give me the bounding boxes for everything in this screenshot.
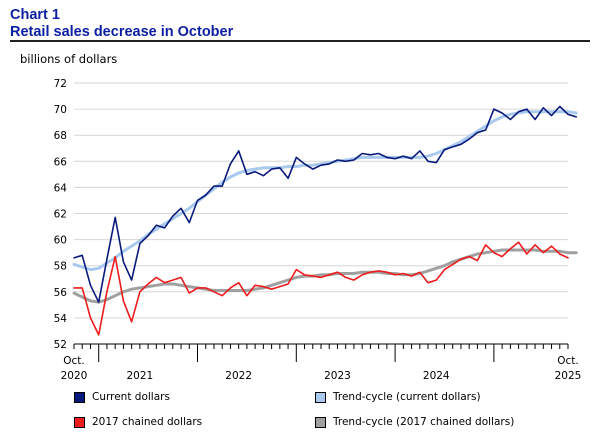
y-tick-label: 72 [54, 78, 67, 90]
y-tick-label: 52 [54, 339, 67, 351]
x-tick-label: 2023 [324, 370, 351, 382]
y-tick-label: 58 [54, 261, 67, 273]
legend-label-trend-current: Trend-cycle (current dollars) [333, 391, 481, 403]
x-tick-label: Oct. [63, 355, 85, 367]
legend-swatch-current [74, 391, 85, 403]
header-rule [10, 40, 590, 42]
y-tick-label: 60 [54, 235, 67, 247]
legend-label-trend-chained: Trend-cycle (2017 chained dollars) [333, 416, 515, 428]
y-tick-label: 68 [54, 130, 67, 142]
x-tick-label-sub: 2025 [555, 370, 582, 382]
legend-label-current: Current dollars [92, 391, 170, 403]
y-tick-label: 54 [54, 313, 68, 325]
y-tick-label: 62 [54, 209, 67, 221]
legend-swatch-trend-chained [315, 416, 326, 428]
legend-item-chained: 2017 chained dollars [74, 416, 202, 428]
legend-swatch-trend-current [315, 391, 326, 403]
x-tick-label-sub: 2020 [61, 370, 88, 382]
series-line-current [73, 105, 578, 304]
series-line-trend-current [72, 110, 578, 272]
y-axis-label: billions of dollars [20, 52, 117, 66]
legend-label-chained: 2017 chained dollars [92, 416, 203, 428]
series-line-chained [73, 241, 569, 336]
chart-subtitle: Retail sales decrease in October [10, 24, 234, 40]
legend-item-trend-chained: Trend-cycle (2017 chained dollars) [315, 416, 514, 428]
legend-swatch-chained [74, 416, 85, 428]
x-tick-label: 2024 [423, 370, 450, 382]
chart-title: Chart 1 [10, 7, 60, 23]
y-tick-label: 56 [54, 287, 68, 299]
legend-item-current: Current dollars [74, 391, 170, 403]
y-tick-label: 66 [54, 156, 68, 168]
x-tick-label: Oct. [557, 355, 579, 367]
x-tick-label: 2021 [126, 370, 153, 382]
legend-item-trend-current: Trend-cycle (current dollars) [315, 391, 481, 403]
y-tick-label: 70 [54, 104, 67, 116]
y-tick-label: 64 [54, 182, 68, 194]
chart-header: Chart 1 Retail sales decrease in October [10, 7, 233, 41]
x-tick-label: 2022 [225, 370, 252, 382]
